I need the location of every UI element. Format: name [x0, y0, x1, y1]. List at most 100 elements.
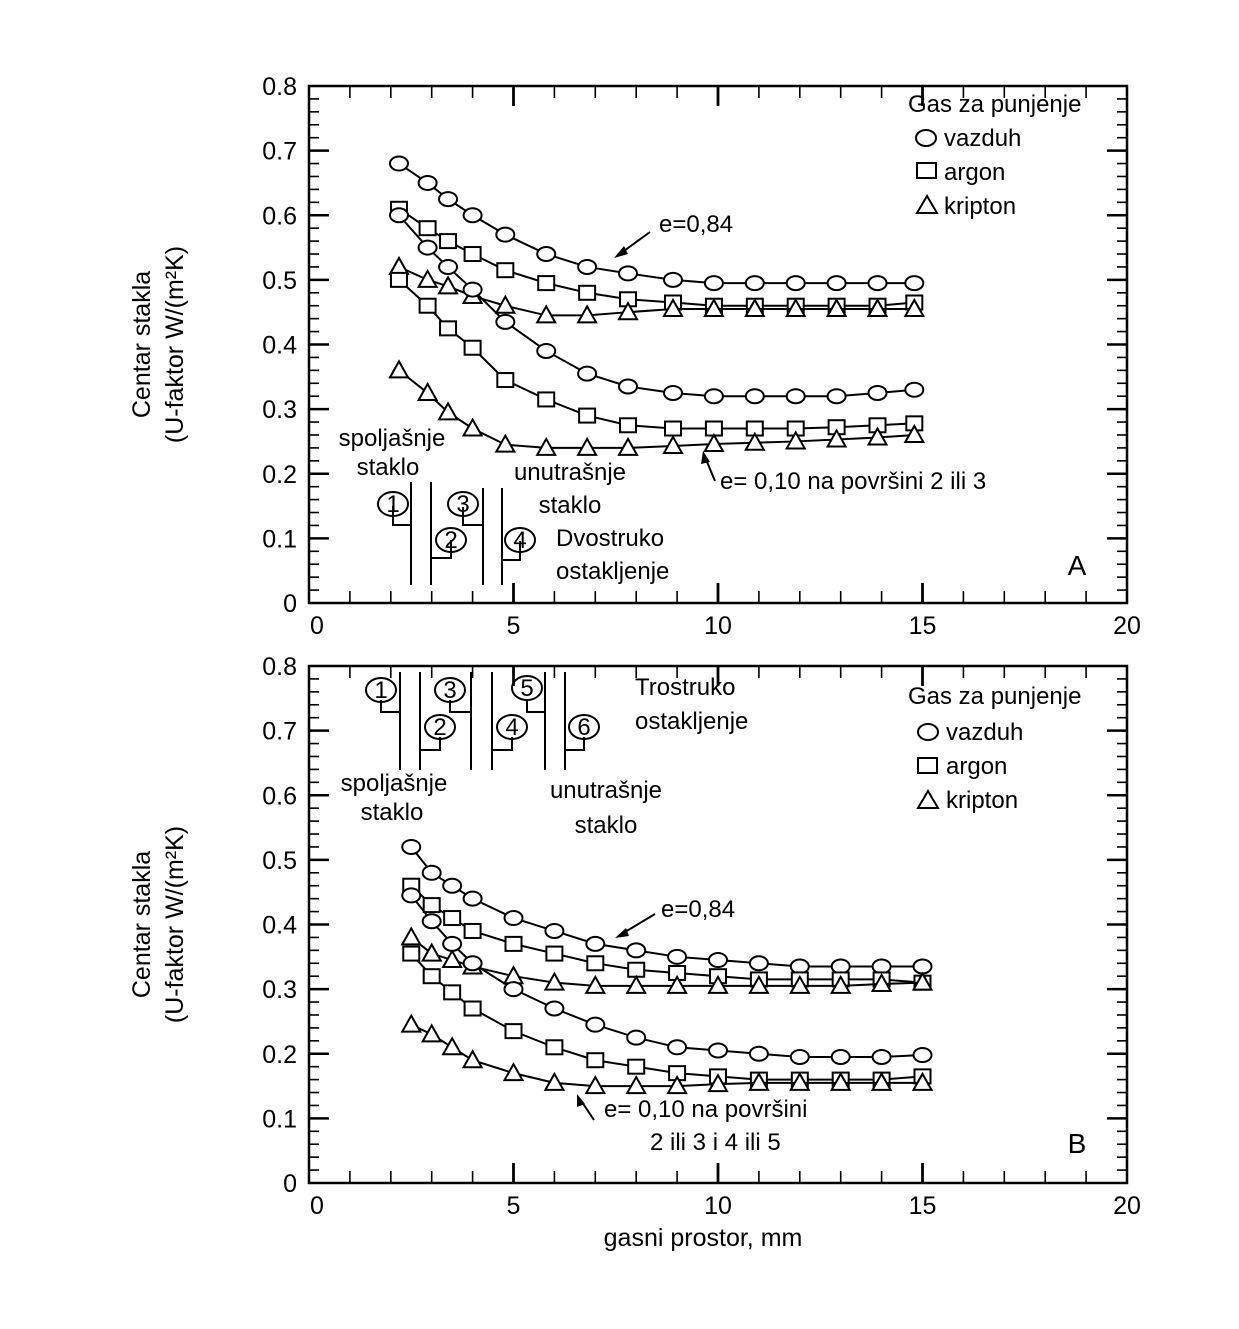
- data-point: [871, 1048, 892, 1065]
- data-point: [830, 1048, 851, 1065]
- inner-glass-label: unutrašnje: [514, 459, 626, 486]
- data-point: [535, 436, 557, 456]
- data-point: [462, 281, 483, 298]
- data-point: [578, 284, 597, 301]
- data-point: [388, 255, 410, 275]
- data-point: [400, 1013, 422, 1033]
- data-point: [627, 961, 646, 978]
- data-point: [536, 246, 557, 263]
- data-point: [576, 436, 598, 456]
- data-point: [904, 381, 925, 398]
- data-point: [617, 301, 639, 321]
- data-point: [494, 294, 517, 314]
- y-tick-label: 0.6: [262, 202, 297, 230]
- data-point: [585, 1016, 606, 1033]
- inner-glass-label: staklo: [539, 492, 602, 519]
- data-point: [389, 271, 408, 288]
- data-point: [545, 1039, 564, 1056]
- data-point: [748, 974, 770, 994]
- data-point: [463, 339, 482, 356]
- data-point: [618, 378, 639, 395]
- y-tick-label: 0.5: [262, 267, 297, 295]
- data-point: [826, 388, 847, 405]
- arrow-head-icon: [577, 1094, 585, 1107]
- x-tick-label: 10: [704, 612, 732, 640]
- data-point: [663, 384, 684, 401]
- legend-marker-icon: [916, 723, 940, 809]
- surface-marker: [511, 675, 543, 701]
- data-point: [441, 949, 463, 969]
- triple-glazing-diagram: [365, 672, 600, 770]
- data-point: [400, 926, 422, 946]
- data-point: [748, 1071, 770, 1091]
- data-point: [576, 304, 598, 324]
- data-point: [666, 974, 688, 994]
- y-tick-label: 0.5: [262, 847, 297, 875]
- data-point: [401, 887, 422, 904]
- y-tick-label: 0.3: [262, 976, 297, 1004]
- legend-marker-icon: [915, 129, 939, 214]
- surface-marker: [447, 491, 479, 517]
- surface-leader: [380, 700, 400, 713]
- legend-entry: kripton: [946, 787, 1018, 814]
- x-tick-label: 15: [909, 1192, 937, 1220]
- data-point: [442, 877, 463, 894]
- data-point: [463, 1000, 482, 1017]
- x-tick-label: 5: [507, 612, 521, 640]
- data-point: [463, 922, 482, 939]
- data-point: [867, 275, 888, 292]
- y-tick-label: 0: [283, 1170, 297, 1198]
- data-point: [626, 942, 647, 959]
- surface-leader: [431, 540, 452, 559]
- y-tick-label: 0.1: [262, 525, 297, 553]
- data-point: [912, 958, 933, 975]
- legend-entry: vazduh: [944, 125, 1021, 152]
- y-tick-label: 0.4: [262, 912, 297, 940]
- data-point: [703, 297, 725, 317]
- data-point: [867, 384, 888, 401]
- y-axis-title: Centar stakla: [128, 851, 156, 998]
- data-point: [418, 220, 437, 237]
- y-tick-label: 0.2: [262, 1041, 297, 1069]
- surface-leader: [526, 700, 545, 713]
- surface-marker: [365, 677, 397, 703]
- legend-entry: vazduh: [946, 719, 1023, 746]
- y-axis-title: Centar stakla: [128, 271, 156, 418]
- surface-leader: [420, 737, 441, 751]
- data-point: [667, 948, 688, 965]
- data-point: [421, 864, 442, 881]
- data-point: [443, 910, 462, 927]
- outer-glass-label: staklo: [357, 454, 420, 481]
- surface-leader: [492, 737, 513, 751]
- surface-number: 1: [386, 491, 399, 518]
- surface-number: 2: [444, 527, 457, 554]
- data-point: [625, 1075, 647, 1095]
- double-glazing-diagram: [377, 482, 536, 585]
- surface-marker: [435, 527, 467, 553]
- data-point: [439, 320, 458, 337]
- y-axis-title: (U-faktor W/(m²K): [161, 246, 189, 443]
- data-point: [667, 1039, 688, 1056]
- data-point: [494, 433, 517, 453]
- data-point: [463, 246, 482, 263]
- data-point: [830, 958, 851, 975]
- legend-title: Gas za punjenje: [908, 683, 1081, 710]
- data-point: [708, 1042, 728, 1059]
- data-point: [785, 388, 806, 405]
- y-axis-title: (U-faktor W/(m²K): [161, 826, 189, 1023]
- data-point: [495, 226, 516, 243]
- data-point: [703, 275, 724, 292]
- legend-title: Gas za punjenje: [908, 91, 1081, 118]
- data-point: [503, 981, 524, 998]
- data-point: [502, 1062, 525, 1082]
- data-point: [866, 297, 889, 317]
- data-point: [707, 974, 729, 994]
- y-tick-label: 0: [283, 590, 297, 618]
- data-point: [785, 275, 806, 292]
- y-tick-label: 0.1: [262, 1105, 297, 1133]
- inner-glass-label: unutrašnje: [550, 777, 662, 804]
- data-point: [789, 958, 810, 975]
- surface-number: 3: [443, 677, 456, 704]
- y-tick-label: 0.8: [262, 73, 297, 101]
